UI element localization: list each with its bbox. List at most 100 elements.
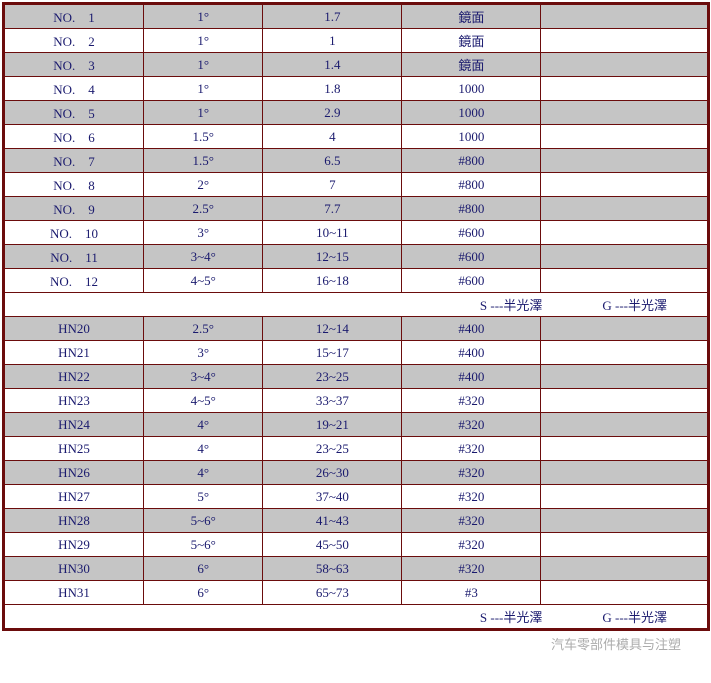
legend-left: S ---半光澤 <box>480 298 542 313</box>
legend-right: G ---半光澤 <box>602 298 667 313</box>
table-row: HN306°58~63#320 <box>5 557 708 581</box>
cell-extra <box>541 245 708 269</box>
cell-extra <box>541 197 708 221</box>
cell-angle: 4° <box>144 437 263 461</box>
cell-angle: 1.5° <box>144 125 263 149</box>
cell-angle: 4~5° <box>144 389 263 413</box>
cell-angle: 1° <box>144 5 263 29</box>
cell-extra <box>541 437 708 461</box>
cell-value: 37~40 <box>263 485 402 509</box>
cell-extra <box>541 101 708 125</box>
cell-extra <box>541 53 708 77</box>
cell-extra <box>541 77 708 101</box>
cell-extra <box>541 461 708 485</box>
cell-angle: 5~6° <box>144 509 263 533</box>
table-row: HN244°19~21#320 <box>5 413 708 437</box>
table-row: NO. 61.5°41000 <box>5 125 708 149</box>
table-row: NO. 31°1.4鏡面 <box>5 53 708 77</box>
cell-no: NO. 10 <box>5 221 144 245</box>
cell-finish: #800 <box>402 149 541 173</box>
table-row: HN213°15~17#400 <box>5 341 708 365</box>
cell-extra <box>541 269 708 293</box>
legend-cell: S ---半光澤 G ---半光澤 <box>5 293 708 317</box>
cell-value: 1.7 <box>263 5 402 29</box>
table-row: NO. 11°1.7鏡面 <box>5 5 708 29</box>
cell-extra <box>541 317 708 341</box>
cell-no: NO. 12 <box>5 269 144 293</box>
cell-extra <box>541 173 708 197</box>
cell-no: HN26 <box>5 461 144 485</box>
cell-value: 41~43 <box>263 509 402 533</box>
cell-extra <box>541 149 708 173</box>
cell-value: 16~18 <box>263 269 402 293</box>
cell-finish: 1000 <box>402 125 541 149</box>
cell-angle: 1° <box>144 29 263 53</box>
cell-value: 58~63 <box>263 557 402 581</box>
cell-no: NO. 6 <box>5 125 144 149</box>
cell-finish: #600 <box>402 221 541 245</box>
table-row: HN316°65~73#3 <box>5 581 708 605</box>
data-table-wrapper: NO. 11°1.7鏡面NO. 21°1鏡面NO. 31°1.4鏡面NO. 41… <box>2 2 710 631</box>
cell-no: HN29 <box>5 533 144 557</box>
cell-no: HN20 <box>5 317 144 341</box>
cell-value: 65~73 <box>263 581 402 605</box>
cell-no: HN23 <box>5 389 144 413</box>
cell-extra <box>541 581 708 605</box>
cell-no: HN27 <box>5 485 144 509</box>
cell-no: NO. 4 <box>5 77 144 101</box>
table-row: HN285~6°41~43#320 <box>5 509 708 533</box>
cell-angle: 2° <box>144 173 263 197</box>
legend-row: S ---半光澤 G ---半光澤 <box>5 293 708 317</box>
cell-finish: #800 <box>402 173 541 197</box>
cell-value: 26~30 <box>263 461 402 485</box>
cell-no: HN21 <box>5 341 144 365</box>
cell-extra <box>541 125 708 149</box>
cell-finish: 鏡面 <box>402 53 541 77</box>
cell-angle: 1° <box>144 77 263 101</box>
cell-no: NO. 5 <box>5 101 144 125</box>
table-row: HN254°23~25#320 <box>5 437 708 461</box>
cell-angle: 3~4° <box>144 365 263 389</box>
table-row: HN264°26~30#320 <box>5 461 708 485</box>
cell-finish: #400 <box>402 317 541 341</box>
cell-angle: 2.5° <box>144 197 263 221</box>
table-row: NO. 51°2.91000 <box>5 101 708 125</box>
cell-angle: 2.5° <box>144 317 263 341</box>
cell-value: 19~21 <box>263 413 402 437</box>
cell-value: 23~25 <box>263 365 402 389</box>
legend-right: G ---半光澤 <box>602 610 667 625</box>
cell-angle: 1.5° <box>144 149 263 173</box>
cell-value: 12~15 <box>263 245 402 269</box>
cell-angle: 5~6° <box>144 533 263 557</box>
spec-table: NO. 11°1.7鏡面NO. 21°1鏡面NO. 31°1.4鏡面NO. 41… <box>4 4 708 629</box>
cell-value: 4 <box>263 125 402 149</box>
cell-angle: 6° <box>144 557 263 581</box>
cell-value: 7 <box>263 173 402 197</box>
table-row: HN275°37~40#320 <box>5 485 708 509</box>
cell-finish: #320 <box>402 533 541 557</box>
cell-finish: #400 <box>402 365 541 389</box>
cell-extra <box>541 389 708 413</box>
table-row: NO. 92.5°7.7#800 <box>5 197 708 221</box>
cell-angle: 3° <box>144 341 263 365</box>
table-row: NO. 21°1鏡面 <box>5 29 708 53</box>
cell-angle: 1° <box>144 53 263 77</box>
cell-value: 2.9 <box>263 101 402 125</box>
cell-angle: 4° <box>144 461 263 485</box>
cell-extra <box>541 365 708 389</box>
table-row: NO. 103°10~11#600 <box>5 221 708 245</box>
table-row: HN223~4°23~25#400 <box>5 365 708 389</box>
cell-extra <box>541 5 708 29</box>
cell-finish: #320 <box>402 485 541 509</box>
cell-value: 33~37 <box>263 389 402 413</box>
cell-finish: #400 <box>402 341 541 365</box>
table-row: NO. 124~5°16~18#600 <box>5 269 708 293</box>
cell-no: HN22 <box>5 365 144 389</box>
cell-extra <box>541 485 708 509</box>
cell-no: HN28 <box>5 509 144 533</box>
cell-angle: 3~4° <box>144 245 263 269</box>
cell-value: 7.7 <box>263 197 402 221</box>
cell-extra <box>541 509 708 533</box>
cell-finish: #320 <box>402 437 541 461</box>
table-row: NO. 41°1.81000 <box>5 77 708 101</box>
